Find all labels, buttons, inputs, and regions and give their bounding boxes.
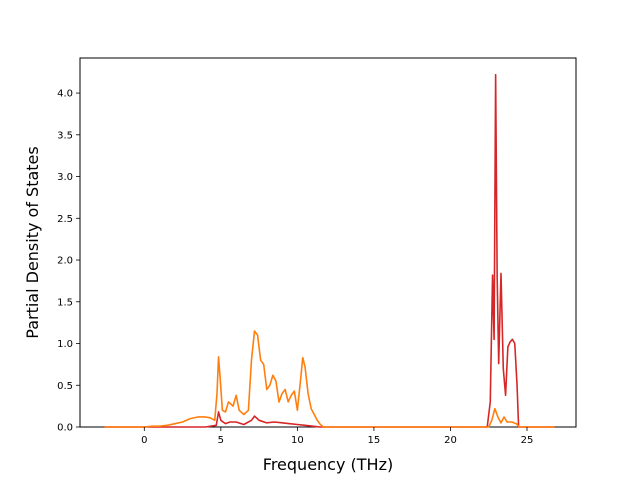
x-tick-label: 0	[141, 435, 147, 446]
series-line-2	[104, 330, 555, 428]
y-tick-label: 4.0	[57, 89, 73, 100]
y-tick-label: 2.0	[57, 256, 73, 267]
y-tick-label: 3.5	[57, 130, 73, 141]
x-tick-label: 20	[444, 435, 457, 446]
y-tick-label: 1.5	[57, 297, 73, 308]
y-axis-ticks: 0.0 0.5 1.0 1.5 2.0 2.5 3.0 3.5 4.0	[57, 89, 80, 434]
y-tick-label: 0.0	[57, 423, 73, 434]
x-tick-label: 25	[521, 435, 534, 446]
series-layer	[104, 73, 555, 428]
series-line-1	[104, 73, 555, 428]
x-tick-label: 5	[218, 435, 224, 446]
y-tick-label: 0.5	[57, 381, 73, 392]
y-tick-label: 1.0	[57, 339, 73, 350]
y-tick-label: 2.5	[57, 214, 73, 225]
y-tick-label: 3.0	[57, 172, 73, 183]
x-tick-label: 15	[368, 435, 381, 446]
x-axis-label: Frequency (THz)	[263, 455, 393, 474]
plot-area	[79, 57, 577, 428]
y-axis-label: Partial Density of States	[23, 146, 42, 338]
x-tick-label: 10	[291, 435, 304, 446]
x-axis-ticks: 0 5 10 15 20 25	[141, 427, 533, 446]
